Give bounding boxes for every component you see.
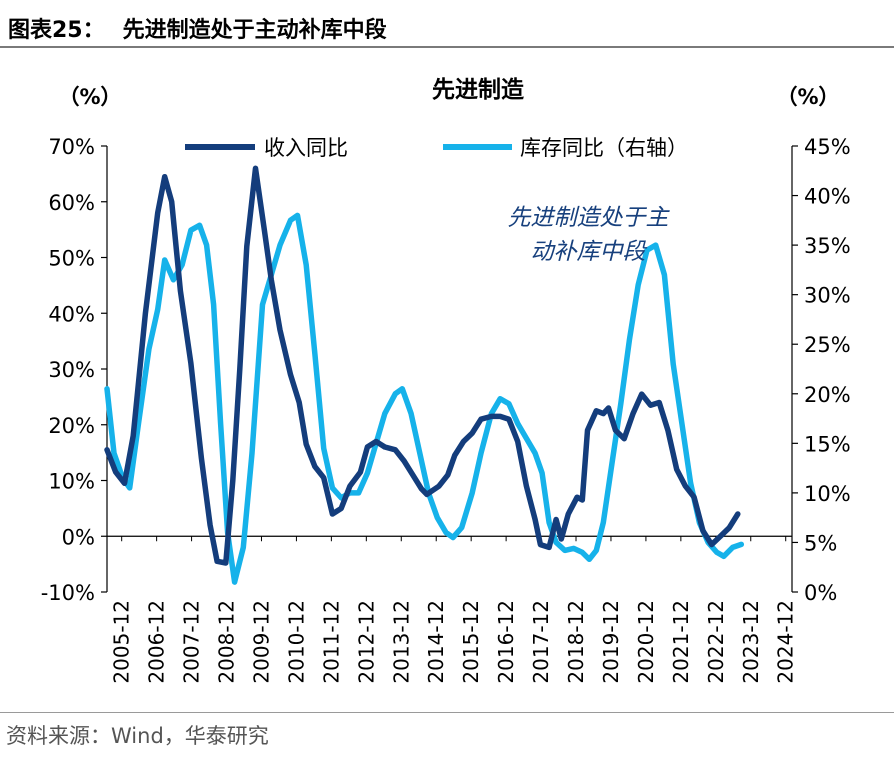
source-note: 资料来源：Wind，华泰研究 bbox=[6, 724, 269, 748]
chart-title: 先进制造 bbox=[432, 77, 525, 103]
x-axis-tick-label: 2014-12 bbox=[424, 600, 448, 684]
x-axis-tick-label: 2023-12 bbox=[739, 600, 763, 684]
right-axis-tick-label: 40% bbox=[804, 185, 851, 209]
right-axis-tick-label: 5% bbox=[804, 531, 837, 555]
left-axis-tick-label: 50% bbox=[48, 247, 95, 271]
x-axis-tick-label: 2008-12 bbox=[215, 600, 239, 684]
top-divider bbox=[0, 46, 894, 48]
chart: 先进制造 （%） （%） 收入同比 库存同比（右轴） -10% 0% 10% 20% 3… bbox=[41, 77, 851, 684]
x-axis-tick-label: 2015-12 bbox=[459, 600, 483, 684]
x-axis-tick-label: 2017-12 bbox=[529, 600, 553, 684]
bottom-divider bbox=[0, 712, 894, 713]
left-axis-tick-label: 30% bbox=[48, 358, 95, 382]
left-axis-tick-label: 40% bbox=[48, 302, 95, 326]
x-axis-tick-label: 2012-12 bbox=[354, 600, 378, 684]
right-axis-tick-label: 30% bbox=[804, 284, 851, 308]
x-axis-tick-label: 2011-12 bbox=[319, 600, 343, 684]
right-axis-tick-label: 10% bbox=[804, 482, 851, 506]
figure-title: 图表25： 先进制造处于主动补库中段 bbox=[8, 12, 387, 44]
x-axis-tick-label: 2013-12 bbox=[389, 600, 413, 684]
right-axis-tick-label: 20% bbox=[804, 383, 851, 407]
x-axis-tick-label: 2019-12 bbox=[599, 600, 623, 684]
inventory-yoy-line bbox=[104, 212, 745, 585]
left-axis-tick-label: 10% bbox=[48, 470, 95, 494]
x-axis-tick-label: 2022-12 bbox=[704, 600, 728, 684]
legend-revenue-label: 收入同比 bbox=[264, 136, 348, 160]
right-axis-tick-label: 25% bbox=[804, 333, 851, 357]
x-axis-tick-label: 2024-12 bbox=[774, 600, 798, 684]
figure-heading: 先进制造处于主动补库中段 bbox=[122, 18, 387, 43]
x-axis-tick-label: 2006-12 bbox=[145, 600, 169, 684]
figure-label: 图表25： bbox=[8, 18, 105, 43]
right-axis-tick-label: 0% bbox=[804, 581, 837, 605]
left-axis-tick-label: 0% bbox=[62, 525, 95, 549]
x-axis-tick-label: 2005-12 bbox=[110, 600, 134, 684]
revenue-yoy-line bbox=[104, 165, 741, 566]
left-axis-tick-label: -10% bbox=[41, 581, 95, 605]
right-axis-tick-label: 35% bbox=[804, 234, 851, 258]
annotation-line-2: 动补库中段 bbox=[531, 239, 648, 265]
left-axis-tick-label: 70% bbox=[48, 135, 95, 159]
x-axis-tick-label: 2020-12 bbox=[634, 600, 658, 684]
left-axis-tick-label: 20% bbox=[48, 414, 95, 438]
x-axis-tick-label: 2007-12 bbox=[180, 600, 204, 684]
x-axis-tick-label: 2009-12 bbox=[249, 600, 273, 684]
right-axis-tick-label: 15% bbox=[804, 432, 851, 456]
right-axis-unit: （%） bbox=[776, 85, 839, 109]
x-axis-tick-label: 2018-12 bbox=[564, 600, 588, 684]
annotation-line-1: 先进制造处于主 bbox=[508, 205, 671, 231]
right-axis-tick-label: 45% bbox=[804, 135, 851, 159]
x-axis-tick-label: 2021-12 bbox=[669, 600, 693, 684]
x-axis-tick-label: 2010-12 bbox=[284, 600, 308, 684]
x-axis-tick-label: 2016-12 bbox=[494, 600, 518, 684]
legend-inventory-label: 库存同比（右轴） bbox=[520, 136, 688, 160]
left-axis-unit: （%） bbox=[58, 85, 121, 109]
left-axis-tick-label: 60% bbox=[48, 191, 95, 215]
